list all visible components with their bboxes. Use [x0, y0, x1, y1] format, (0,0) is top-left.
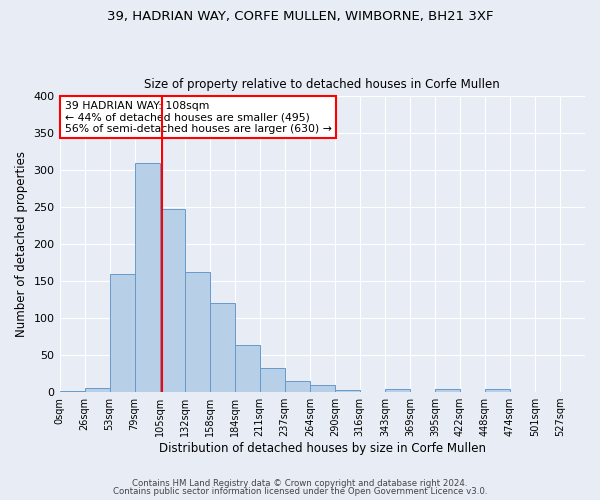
X-axis label: Distribution of detached houses by size in Corfe Mullen: Distribution of detached houses by size …: [159, 442, 486, 455]
Text: 39, HADRIAN WAY, CORFE MULLEN, WIMBORNE, BH21 3XF: 39, HADRIAN WAY, CORFE MULLEN, WIMBORNE,…: [107, 10, 493, 23]
Text: 39 HADRIAN WAY: 108sqm
← 44% of detached houses are smaller (495)
56% of semi-de: 39 HADRIAN WAY: 108sqm ← 44% of detached…: [65, 101, 332, 134]
Bar: [235, 345, 260, 392]
Bar: [385, 389, 410, 392]
Bar: [485, 389, 510, 392]
Bar: [435, 389, 460, 392]
Bar: [185, 272, 209, 392]
Bar: [209, 302, 235, 392]
Bar: [59, 390, 85, 392]
Y-axis label: Number of detached properties: Number of detached properties: [15, 151, 28, 337]
Bar: [110, 274, 134, 392]
Bar: [310, 386, 335, 392]
Bar: [134, 163, 160, 392]
Bar: [160, 208, 185, 392]
Title: Size of property relative to detached houses in Corfe Mullen: Size of property relative to detached ho…: [145, 78, 500, 91]
Bar: [285, 381, 310, 392]
Bar: [335, 390, 360, 392]
Bar: [260, 368, 285, 392]
Text: Contains HM Land Registry data © Crown copyright and database right 2024.: Contains HM Land Registry data © Crown c…: [132, 478, 468, 488]
Bar: [85, 388, 110, 392]
Text: Contains public sector information licensed under the Open Government Licence v3: Contains public sector information licen…: [113, 487, 487, 496]
